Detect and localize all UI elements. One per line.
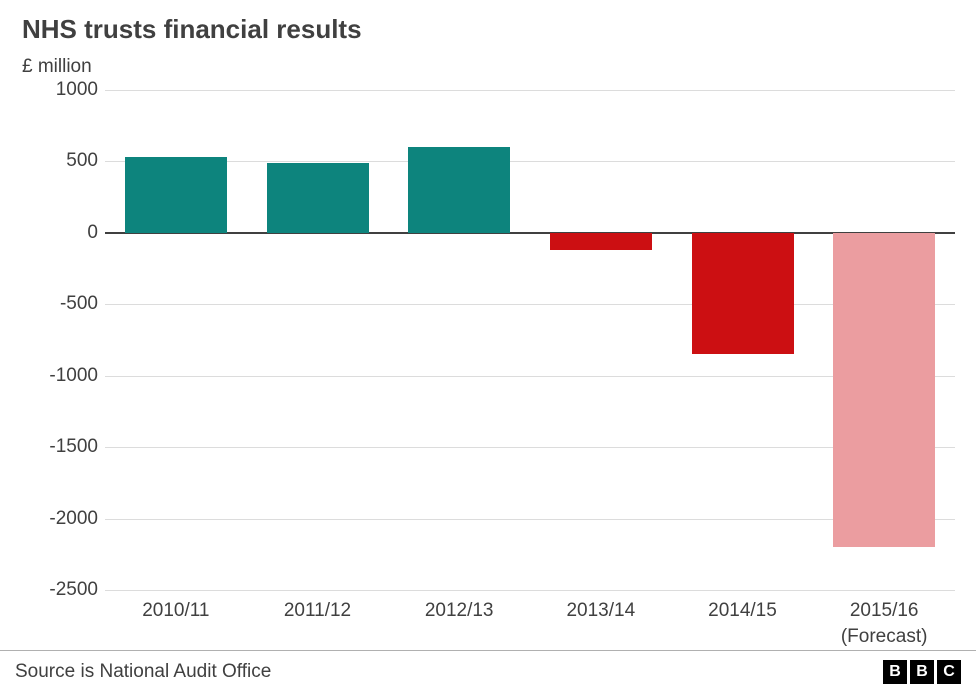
grid-line — [105, 90, 955, 91]
zero-line — [105, 232, 955, 234]
y-tick-label: -500 — [8, 293, 98, 315]
x-tick-label: 2011/12 — [247, 598, 389, 624]
y-axis-label: £ million — [22, 56, 92, 78]
grid-line — [105, 376, 955, 377]
grid-line — [105, 590, 955, 591]
logo-letter: B — [883, 660, 907, 684]
bar — [833, 233, 935, 547]
x-tick-label: 2015/16(Forecast) — [813, 598, 955, 649]
logo-letter: B — [910, 660, 934, 684]
x-tick-label: 2012/13 — [388, 598, 530, 624]
plot-area — [105, 90, 955, 591]
y-tick-label: -1500 — [8, 436, 98, 458]
x-tick-label: 2010/11 — [105, 598, 247, 624]
y-tick-label: -1000 — [8, 365, 98, 387]
bar — [125, 157, 227, 233]
bar — [692, 233, 794, 354]
x-tick-label: 2013/14 — [530, 598, 672, 624]
chart-footer: Source is National Audit Office BBC — [0, 650, 976, 693]
y-tick-label: 1000 — [8, 79, 98, 101]
chart-title: NHS trusts financial results — [22, 14, 362, 45]
grid-line — [105, 447, 955, 448]
y-tick-label: 0 — [8, 222, 98, 244]
bar — [408, 147, 510, 233]
x-tick-label: 2014/15 — [672, 598, 814, 624]
grid-line — [105, 519, 955, 520]
y-tick-label: -2500 — [8, 579, 98, 601]
source-text: Source is National Audit Office — [15, 661, 271, 683]
bar — [267, 163, 369, 233]
chart-container: NHS trusts financial results £ million -… — [0, 0, 976, 693]
bar — [550, 233, 652, 250]
y-tick-label: 500 — [8, 150, 98, 172]
grid-line — [105, 161, 955, 162]
grid-line — [105, 304, 955, 305]
logo-letter: C — [937, 660, 961, 684]
y-tick-label: -2000 — [8, 508, 98, 530]
bbc-logo: BBC — [883, 660, 961, 684]
